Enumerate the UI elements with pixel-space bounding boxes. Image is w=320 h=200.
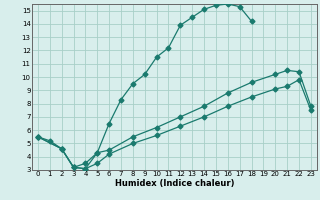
X-axis label: Humidex (Indice chaleur): Humidex (Indice chaleur) <box>115 179 234 188</box>
